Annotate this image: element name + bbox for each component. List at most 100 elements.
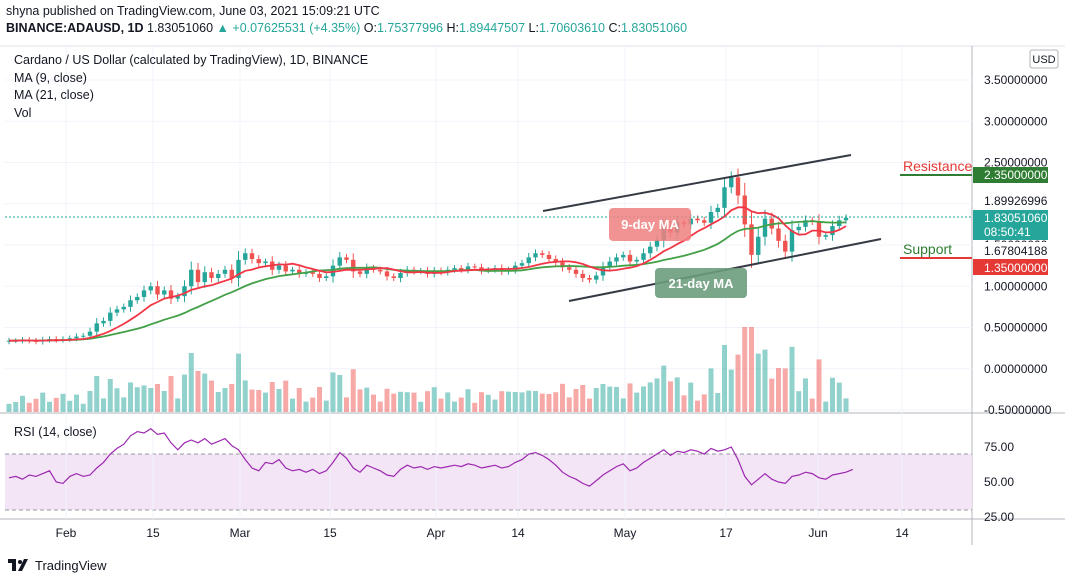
open-label: O: [363,21,377,35]
candle-body [567,267,572,270]
volume-bar [526,390,532,412]
candle-body [67,338,72,340]
legend-ma9[interactable]: MA (9, close) [14,70,87,85]
volume-bar [445,392,451,412]
volume-bar [357,389,363,412]
volume-bar [614,387,619,412]
footer-brand[interactable]: TradingView [8,558,107,573]
candle-body [823,235,828,237]
candle-body [209,272,214,278]
volume-bar [53,397,59,412]
volume-bar [722,345,727,412]
volume-bar [121,397,127,412]
candle-body [519,263,525,266]
change-value: +0.07625531 (+4.35%) [232,21,361,35]
chart-area[interactable]: 9-day MA 21-day MA Resistance Support 3.… [0,44,1065,548]
candle-body [641,253,646,260]
legend-rsi[interactable]: RSI (14, close) [14,425,97,439]
volume-bar [836,382,842,412]
currency-button[interactable] [1029,49,1059,69]
volume-bar [816,359,822,412]
volume-bar [749,327,754,412]
candle-body [526,257,531,264]
candle-body [796,226,801,231]
rsi-tick-label: 50.00 [984,475,1014,489]
channel-upper-line [542,154,852,212]
volume-bar [688,382,694,412]
volume-bar [485,394,491,412]
volume-bar [533,391,538,412]
volume-bar [26,402,32,412]
last-value: 1.83051060 [147,21,214,35]
rsi-axis-ticks: 75.00 50.00 25.00 [984,440,1014,524]
volume-bar [303,401,309,412]
volume-bar [411,392,417,412]
candle-body [513,265,518,270]
price-chart-svg[interactable]: 9-day MA 21-day MA Resistance Support 3.… [0,44,1065,548]
price-tick-label: 3.50000000 [984,73,1048,87]
volume-bar [418,401,424,412]
volume-bar [634,392,640,412]
volume-bar [155,384,160,412]
candle-body [702,220,707,223]
legend-vol[interactable]: Vol [14,105,32,120]
volume-bar [546,394,552,412]
candle-body [202,272,207,283]
volume-bar [330,372,336,412]
candle-body [614,257,619,262]
volume-bar [141,385,147,412]
volume-bar [310,397,316,412]
candle-body [229,269,234,278]
candle-body [803,220,808,227]
volume-bar [398,391,403,412]
candle-body [135,296,140,301]
ma-value-pill [973,242,1048,258]
candle-body [94,323,99,332]
volume-bar [364,387,370,412]
candle-body [290,269,295,272]
legend-ma21[interactable]: MA (21, close) [14,88,94,102]
rsi-tick-label: 25.00 [984,510,1014,524]
candle-body [783,240,788,252]
candle-body [222,269,228,274]
candle-body [648,246,653,254]
volume-bar [782,368,788,412]
time-axis-ticks: Feb 15 Mar 15 Apr 14 May 17 Jun 14 [56,526,909,540]
candle-body [742,195,747,225]
volume-bar [40,392,46,412]
time-tick-label: 14 [511,526,525,540]
volume-bar [458,397,464,412]
volume-bar [148,388,154,412]
candle-body [155,286,160,295]
volume-bar [715,393,721,412]
candle-body [587,278,592,280]
volume-bar [344,397,349,412]
close-value: 1.83051060 [621,21,688,35]
candle-body [452,268,457,270]
change-arrow-icon: ▲ [216,21,229,35]
candle-body [236,259,241,278]
ohlc-bar: BINANCE:ADAUSD, 1D 1.83051060 ▲ +0.07625… [6,21,687,35]
candle-body [249,253,255,260]
volume-bar [94,376,100,412]
ma9-tag: 9-day MA [621,217,679,232]
currency-button-label[interactable]: USD [1032,54,1055,66]
volume-bar [33,398,39,412]
resistance-level-label: 2.35000000 [984,168,1048,182]
volume-bar [755,353,761,412]
volume-bar [371,394,376,412]
candle-body [121,306,126,310]
candle-body [715,207,720,212]
candle-body [459,268,464,270]
chart-legend: Cardano / US Dollar (calculated by Tradi… [14,52,368,122]
volume-bar [512,392,518,412]
high-marker-pill [973,193,1048,209]
volume-bar [654,378,660,412]
volume-bar [620,398,626,412]
volume-bar [789,346,795,412]
candle-body [634,259,639,262]
volume-bar [809,398,815,412]
last-price-label: 1.83051060 [984,211,1048,225]
volume-bar [607,386,613,412]
candle-body [472,266,477,268]
